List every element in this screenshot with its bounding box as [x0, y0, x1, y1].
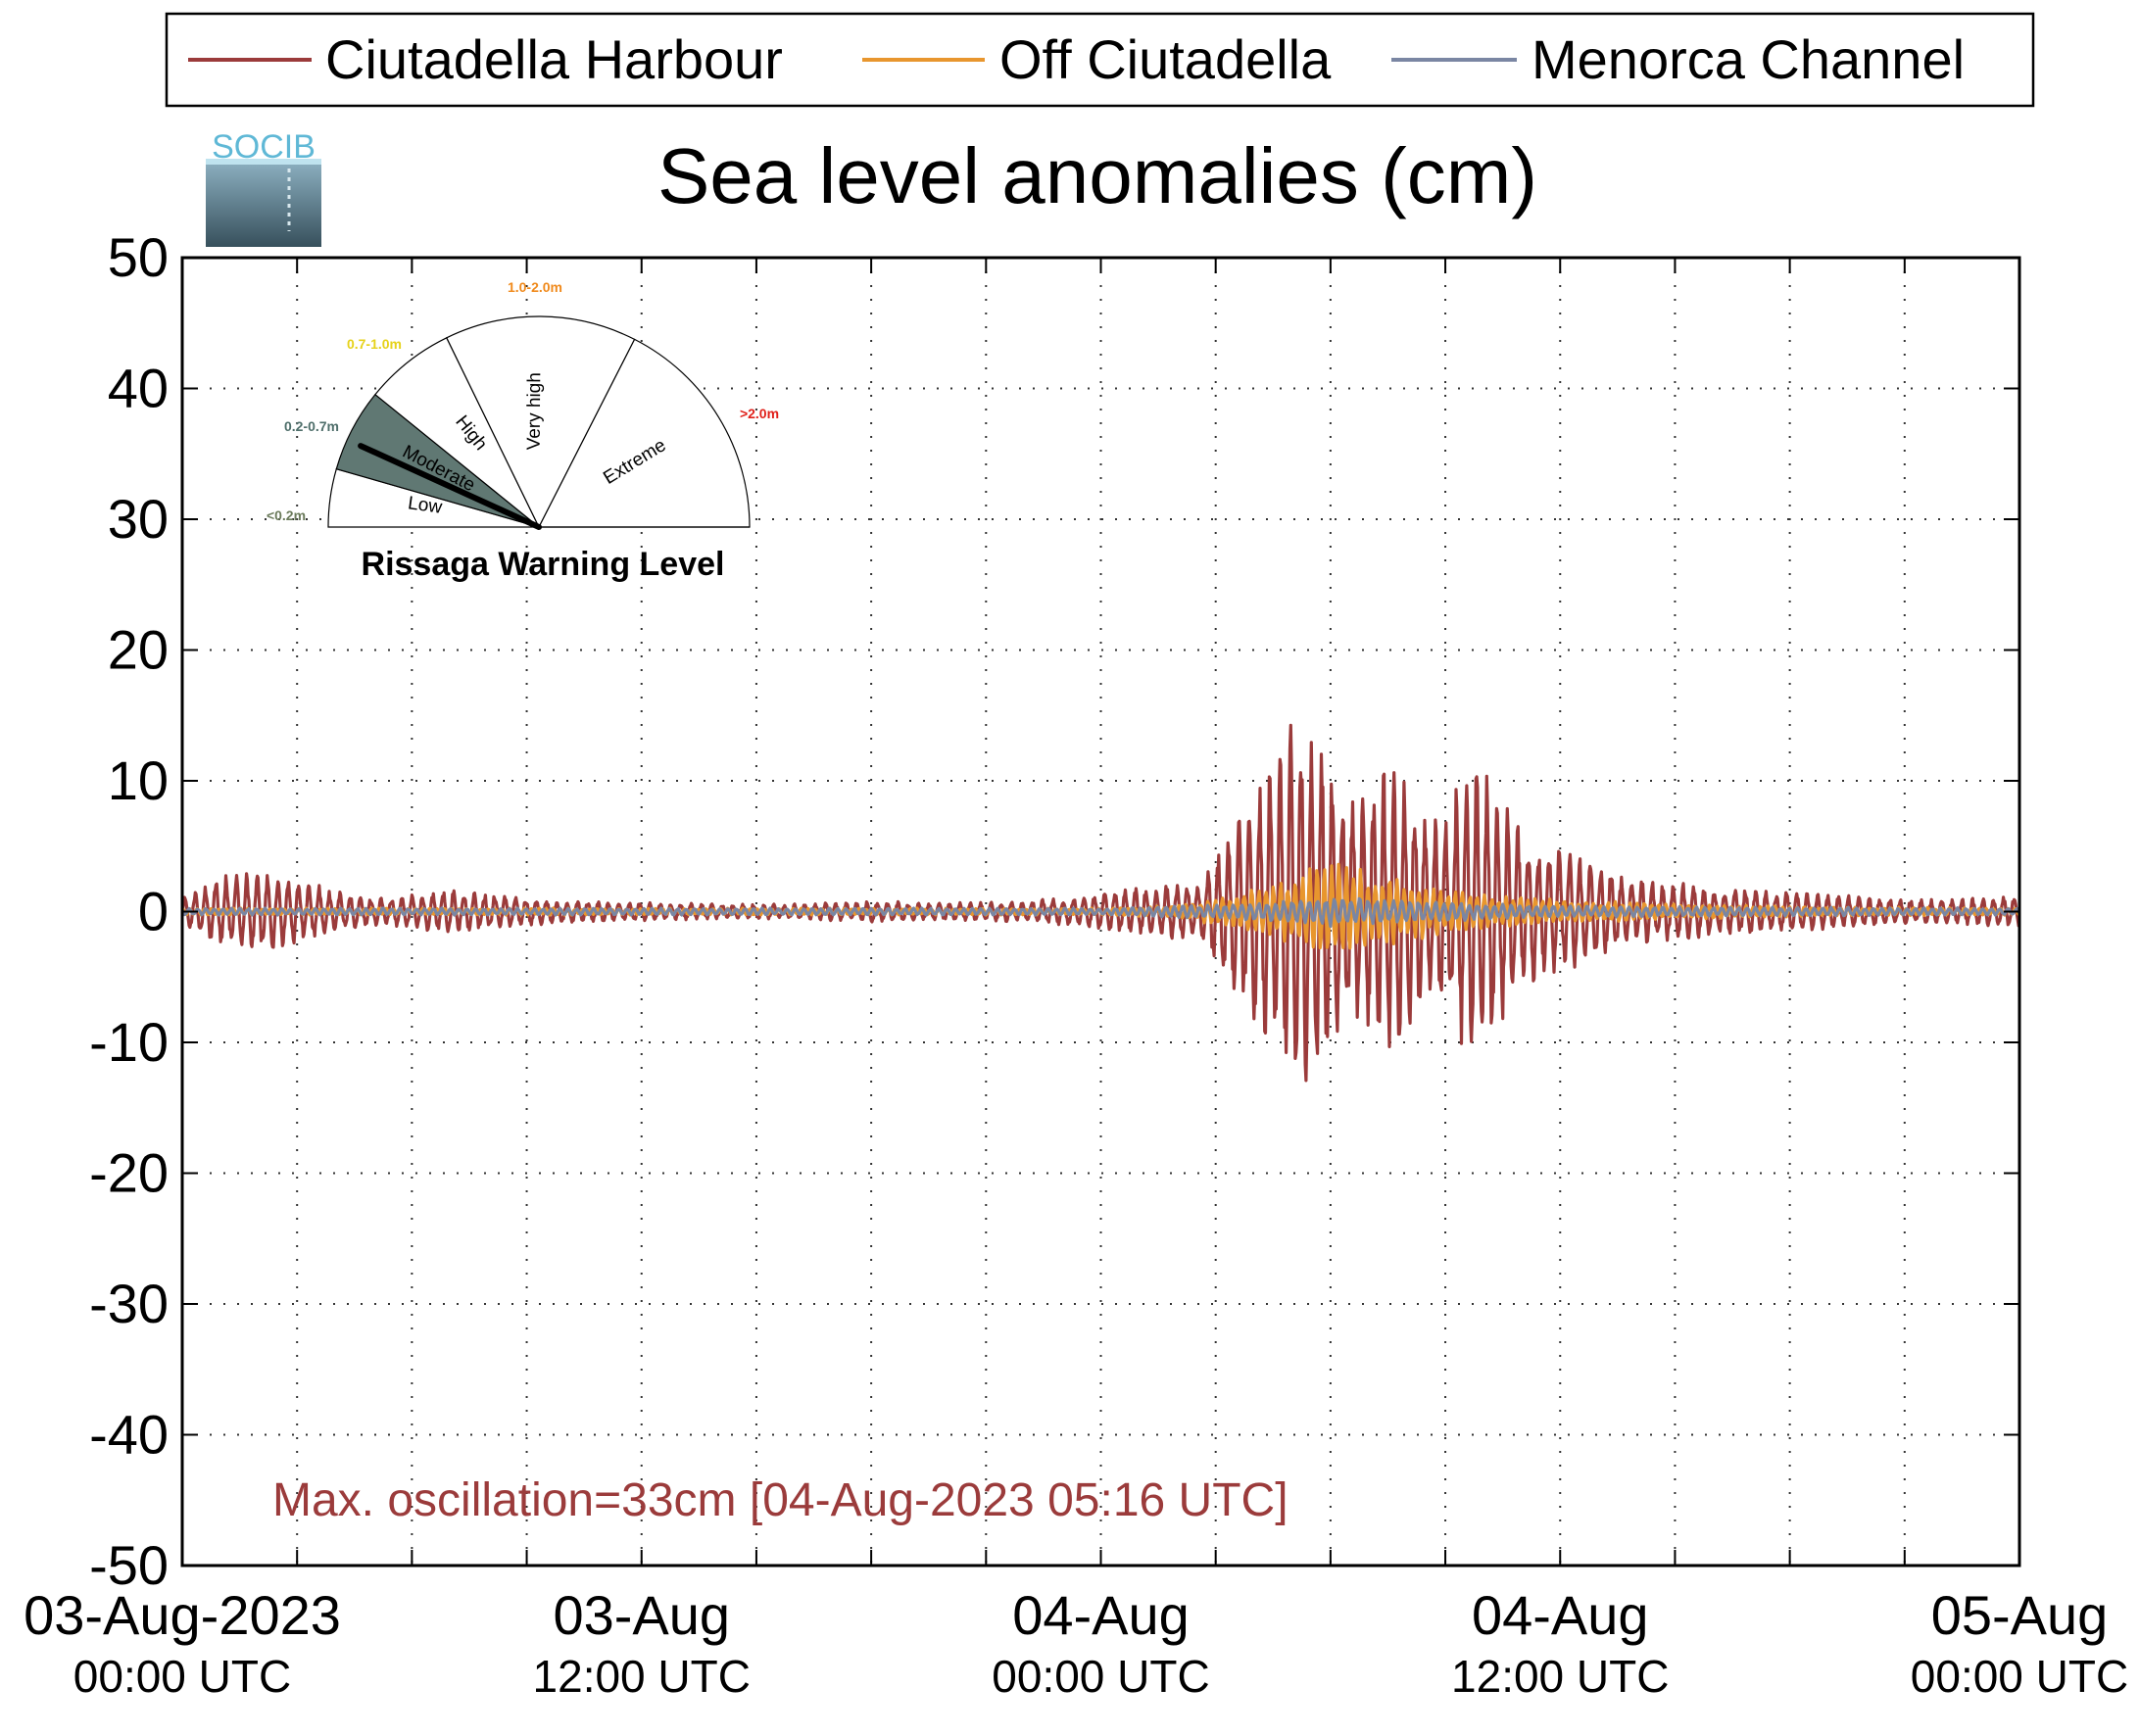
- x-tick-label-date: 05-Aug: [1931, 1584, 2109, 1646]
- legend: Ciutadella Harbour Off Ciutadella Menorc…: [165, 12, 2035, 108]
- y-tick-label: -50: [89, 1534, 169, 1596]
- x-tick-label-time: 00:00 UTC: [992, 1651, 1209, 1702]
- y-tick-label: -20: [89, 1142, 169, 1204]
- socib-logo: SOCIB: [206, 128, 321, 247]
- plot-frame: [180, 256, 2021, 1567]
- legend-label-off-ciutadella: Off Ciutadella: [999, 28, 1332, 90]
- y-tick-label: 10: [108, 749, 169, 811]
- x-tick-label-time: 12:00 UTC: [533, 1651, 751, 1702]
- y-tick-labels: 50 40 30 20 10 0 -10 -20 -30 -40 -50: [89, 226, 169, 1596]
- x-tick-label-date: 03-Aug-2023: [24, 1584, 341, 1646]
- y-tick-label: 0: [138, 881, 169, 942]
- chart-title: Sea level anomalies (cm): [657, 132, 1537, 219]
- gauge-level-range: 0.2-0.7m: [284, 418, 339, 434]
- gauge-level-range: <0.2m: [267, 507, 306, 523]
- x-tick-label-date: 04-Aug: [1012, 1584, 1190, 1646]
- gauge-sector: [445, 315, 636, 529]
- legend-frame: [165, 12, 2035, 108]
- x-tick-label-date: 03-Aug: [553, 1584, 730, 1646]
- legend-label-ciutadella-harbour: Ciutadella Harbour: [325, 28, 783, 90]
- gauge-level-range: >2.0m: [740, 406, 779, 421]
- x-tick-label-time: 12:00 UTC: [1451, 1651, 1669, 1702]
- y-tick-label: -10: [89, 1011, 169, 1073]
- y-tick-label: -40: [89, 1404, 169, 1466]
- gauge-needle: [358, 443, 542, 530]
- gauge-sector: [538, 338, 751, 528]
- y-tick-label: 40: [108, 358, 169, 419]
- socib-logo-text: SOCIB: [212, 128, 316, 166]
- gauge-level-name: Very high: [524, 372, 546, 450]
- y-tick-label: 50: [108, 226, 169, 288]
- gauge-level-range: 0.7-1.0m: [347, 336, 402, 352]
- y-tick-label: -30: [89, 1273, 169, 1334]
- gauge-level-range: 1.0-2.0m: [508, 279, 562, 295]
- series-line: [182, 896, 2019, 929]
- y-tick-label: 20: [108, 619, 169, 681]
- legend-label-menorca-channel: Menorca Channel: [1531, 28, 1965, 90]
- x-tick-label-date: 04-Aug: [1472, 1584, 1649, 1646]
- y-tick-label: 30: [108, 488, 169, 550]
- series-layer: [182, 723, 2019, 1083]
- x-tick-label-time: 00:00 UTC: [1911, 1651, 2128, 1702]
- series-line: [182, 723, 2019, 1083]
- max-oscillation-annotation: Max. oscillation=33cm [04-Aug-2023 05:16…: [272, 1474, 1288, 1526]
- x-tick-label-time: 00:00 UTC: [73, 1651, 291, 1702]
- gauge-title: Rissaga Warning Level: [362, 546, 725, 583]
